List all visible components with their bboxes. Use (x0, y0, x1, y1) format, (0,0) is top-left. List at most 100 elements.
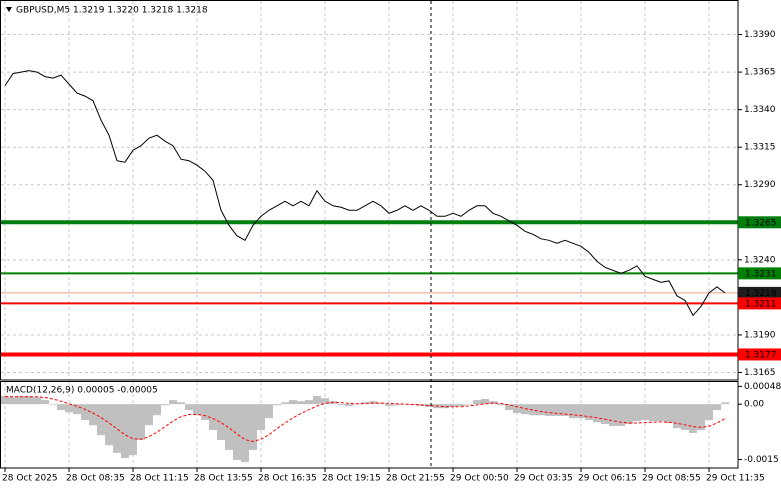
marks-layer (1, 70, 738, 463)
x-tick-label: 28 Oct 11:15 (130, 474, 189, 484)
price-panel-border (0, 0, 739, 381)
macd-bar (313, 396, 321, 405)
macd-bar (513, 404, 521, 414)
macd-bar (145, 404, 153, 426)
macd-bar (665, 404, 673, 423)
macd-bar (681, 404, 689, 430)
macd-bar (585, 404, 593, 421)
macd-bar (337, 404, 345, 406)
y-tick-label: 1.3340 (744, 105, 776, 115)
macd-bar (273, 404, 281, 406)
macd-bar (697, 404, 705, 430)
macd-title: MACD(12,26,9) 0.00005 -0.00005 (6, 386, 158, 396)
macd-bar (721, 402, 729, 405)
macd-bar (9, 397, 17, 405)
macd-bar (649, 404, 657, 422)
macd-bar (233, 404, 241, 460)
level-label: 1.3231 (745, 269, 777, 279)
x-tick-label: 28 Oct 08:35 (66, 474, 125, 484)
macd-bar (209, 404, 217, 430)
y-tick-label: 1.3315 (744, 143, 776, 153)
macd-bar (401, 404, 409, 405)
x-tick-label: 29 Oct 03:35 (514, 474, 573, 484)
macd-bar (81, 404, 89, 421)
macd-bar (689, 404, 697, 433)
macd-bar (673, 404, 681, 429)
y-tick-label: 1.3365 (744, 68, 776, 78)
macd-bar (249, 404, 257, 450)
macd-bar (153, 404, 161, 416)
macd-bar (529, 404, 537, 416)
macd-bar (177, 402, 185, 405)
macd-bar (305, 400, 313, 405)
macd-bar (385, 404, 393, 406)
level-box (738, 348, 781, 361)
macd-bar (129, 404, 137, 456)
macd-bar (361, 402, 369, 405)
macd-bar (353, 404, 361, 405)
macd-bar (225, 404, 233, 450)
macd-bar (577, 404, 585, 419)
macd-bar (57, 404, 65, 411)
macd-bar (457, 404, 465, 406)
macd-bar (713, 404, 721, 411)
x-tick-label: 29 Oct 00:50 (450, 474, 509, 484)
x-tick-label: 28 Oct 13:55 (194, 474, 253, 484)
level-label: 1.3265 (745, 218, 777, 228)
macd-bar (241, 404, 249, 463)
level-box (738, 297, 781, 310)
macd-bar (481, 398, 489, 405)
macd-bar (657, 404, 665, 422)
macd-bar (321, 398, 329, 405)
macd-bar (17, 396, 25, 405)
macd-bar (601, 404, 609, 425)
macd-bar (537, 404, 545, 416)
macd-bar (73, 404, 81, 415)
macd-bar (265, 404, 273, 419)
price-line (4, 70, 726, 317)
macd-bar (497, 404, 505, 406)
macd-bar (593, 404, 601, 423)
y-tick-label: 0.00048 (744, 382, 781, 392)
macd-bar (185, 404, 193, 411)
y-tick-label: 1.3290 (744, 180, 776, 190)
macd-bar (281, 402, 289, 405)
macd-bar (121, 404, 129, 459)
macd-bar (617, 404, 625, 426)
macd-bar (169, 400, 177, 405)
macd-bar (425, 404, 433, 408)
macd-bar (65, 404, 73, 413)
macd-bar (345, 404, 353, 406)
macd-bar (289, 400, 297, 405)
macd-bar (393, 404, 401, 406)
macd-bar (609, 404, 617, 426)
y-tick-label: 1.3240 (744, 255, 776, 265)
level-box (738, 216, 781, 229)
x-tick-label: 29 Oct 06:15 (578, 474, 637, 484)
y-tick-label: -0.0015 (744, 455, 779, 465)
macd-bar (377, 403, 385, 405)
macd-signal-line (5, 396, 726, 442)
macd-bar (449, 404, 457, 408)
macd-bar (257, 404, 265, 430)
level-box (738, 267, 781, 280)
level-label: 1.3177 (745, 350, 777, 360)
macd-bar (441, 404, 449, 409)
macd-bar (113, 404, 121, 453)
macd-bar (89, 404, 97, 426)
y-tick-label: 0.00 (744, 400, 764, 410)
macd-bar (161, 404, 169, 406)
macd-bar (505, 404, 513, 411)
macd-bar (569, 404, 577, 419)
macd-bar (105, 404, 113, 446)
macd-bar (49, 404, 57, 405)
x-tick-label: 28 Oct 2025 (2, 474, 58, 484)
macd-bar (473, 400, 481, 405)
macd-bar (705, 404, 713, 421)
y-tick-label: 1.3165 (744, 368, 776, 378)
macd-bar (545, 404, 553, 416)
macd-bar (137, 404, 145, 440)
menu-triangle[interactable] (6, 7, 12, 12)
macd-bar (633, 404, 641, 422)
level-label: 1.3218 (745, 289, 777, 299)
